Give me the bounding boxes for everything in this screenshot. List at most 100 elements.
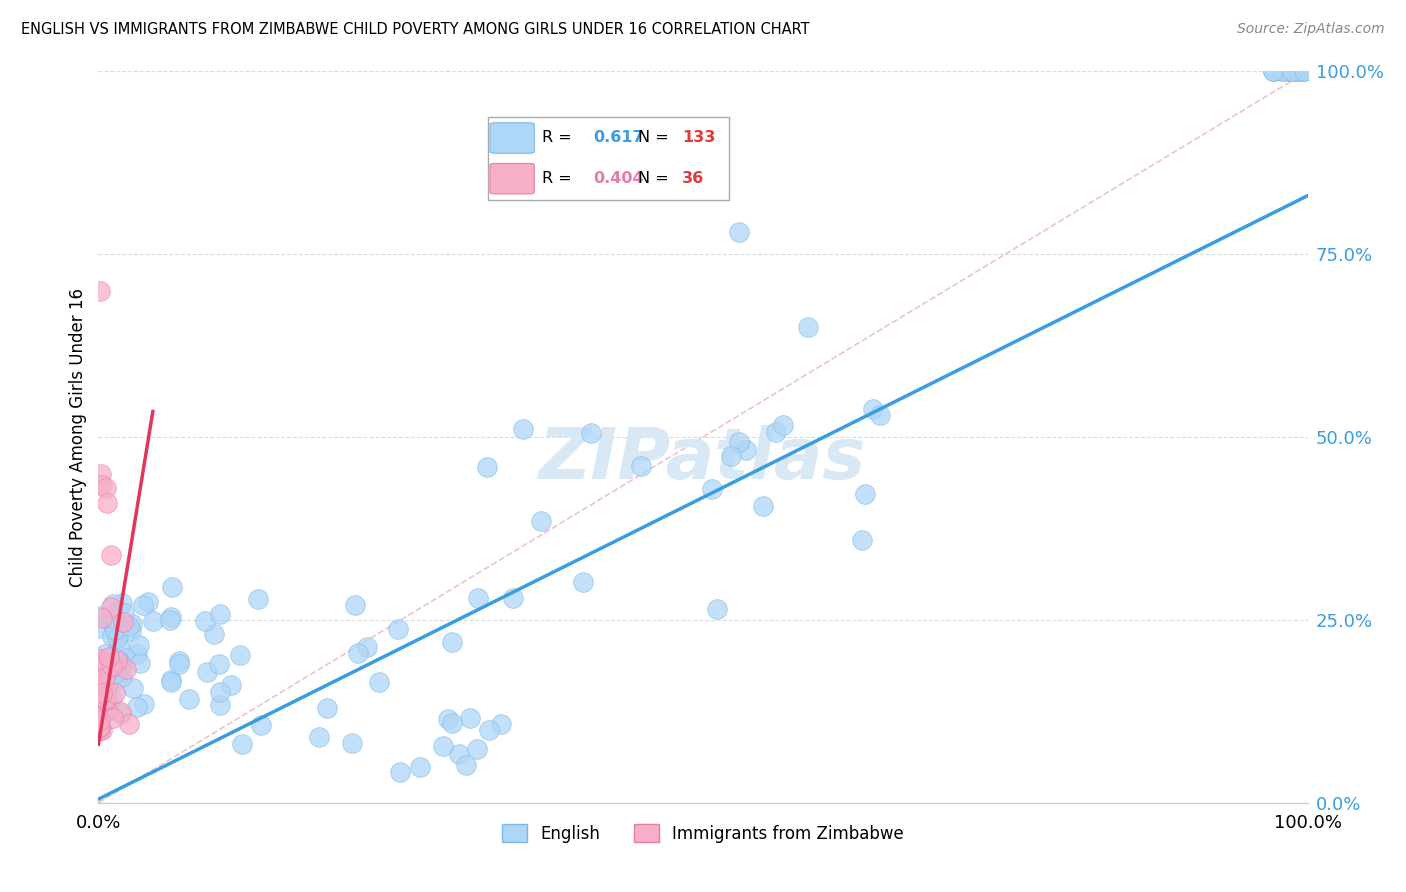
Point (734, 443, 756, 458)
Point (1263, 64, 1285, 78)
Point (101, 616, 124, 631)
Point (111, 596, 134, 610)
Point (454, 758, 477, 772)
Point (110, 705, 132, 719)
Point (87, 652, 110, 666)
Point (530, 514, 553, 528)
Point (169, 654, 191, 668)
Point (94, 671, 117, 685)
Point (1292, 64, 1315, 78)
Point (160, 673, 183, 687)
Point (105, 652, 128, 666)
Point (1284, 64, 1306, 78)
Point (100, 600, 122, 615)
Point (389, 765, 412, 780)
Text: 0.617: 0.617 (593, 130, 644, 145)
Point (120, 624, 142, 638)
Point (87, 720, 110, 734)
Point (344, 598, 367, 612)
Point (94, 481, 117, 495)
Point (97, 653, 120, 667)
Point (90, 723, 112, 737)
Text: ENGLISH VS IMMIGRANTS FROM ZIMBABWE CHILD POVERTY AMONG GIRLS UNDER 16 CORRELATI: ENGLISH VS IMMIGRANTS FROM ZIMBABWE CHIL… (21, 22, 810, 37)
Point (94, 693, 117, 707)
Point (202, 626, 225, 640)
Point (1281, 64, 1303, 78)
Point (1279, 64, 1302, 78)
Point (796, 320, 818, 334)
Point (89, 723, 111, 737)
Point (1288, 64, 1310, 78)
Text: 133: 133 (682, 130, 716, 145)
Point (101, 711, 124, 725)
Text: N =: N = (638, 171, 673, 186)
Point (91, 689, 114, 703)
Point (194, 614, 217, 628)
Point (108, 639, 131, 653)
Point (449, 747, 471, 761)
Point (1277, 64, 1299, 78)
Point (94, 665, 117, 680)
Point (478, 723, 501, 737)
Point (1272, 64, 1295, 78)
Point (97, 672, 120, 686)
Point (90, 702, 112, 716)
Point (128, 638, 150, 652)
Point (1264, 64, 1286, 78)
Point (231, 737, 253, 751)
Point (101, 690, 124, 705)
Point (315, 701, 337, 715)
Point (572, 574, 595, 589)
Point (125, 700, 148, 714)
Point (855, 487, 877, 501)
Point (89, 713, 111, 727)
Point (134, 697, 156, 711)
Point (630, 459, 652, 474)
Point (105, 672, 128, 686)
Point (89, 284, 111, 298)
Point (247, 592, 270, 607)
Point (94, 647, 117, 661)
Point (108, 654, 131, 668)
Point (121, 681, 143, 695)
Point (101, 659, 124, 673)
Point (772, 417, 794, 432)
Point (581, 425, 603, 440)
Point (118, 619, 141, 633)
Point (1271, 64, 1294, 78)
Point (111, 615, 134, 629)
Point (118, 717, 141, 731)
Text: 0.404: 0.404 (593, 171, 644, 186)
Point (728, 225, 751, 239)
Point (89, 608, 111, 623)
Point (101, 629, 124, 643)
Point (105, 631, 128, 645)
Point (209, 698, 232, 712)
FancyBboxPatch shape (489, 123, 534, 153)
Point (90, 655, 112, 669)
Point (96, 496, 118, 510)
Point (90, 686, 112, 700)
Point (94, 692, 117, 706)
Point (91, 477, 114, 491)
Point (1291, 64, 1313, 78)
Point (347, 646, 370, 660)
Point (103, 666, 125, 681)
Point (209, 607, 232, 622)
Point (93, 657, 115, 672)
Point (195, 665, 218, 679)
Point (96, 668, 118, 682)
Point (167, 657, 190, 672)
Point (477, 460, 499, 475)
Text: ZIPatlas: ZIPatlas (540, 425, 866, 493)
Point (207, 657, 229, 671)
Point (127, 647, 149, 661)
Point (100, 615, 122, 629)
Point (131, 598, 153, 612)
Point (437, 713, 460, 727)
Point (98, 703, 121, 717)
Point (142, 615, 165, 629)
Text: 36: 36 (682, 171, 704, 186)
Point (160, 609, 183, 624)
Point (96, 685, 118, 699)
